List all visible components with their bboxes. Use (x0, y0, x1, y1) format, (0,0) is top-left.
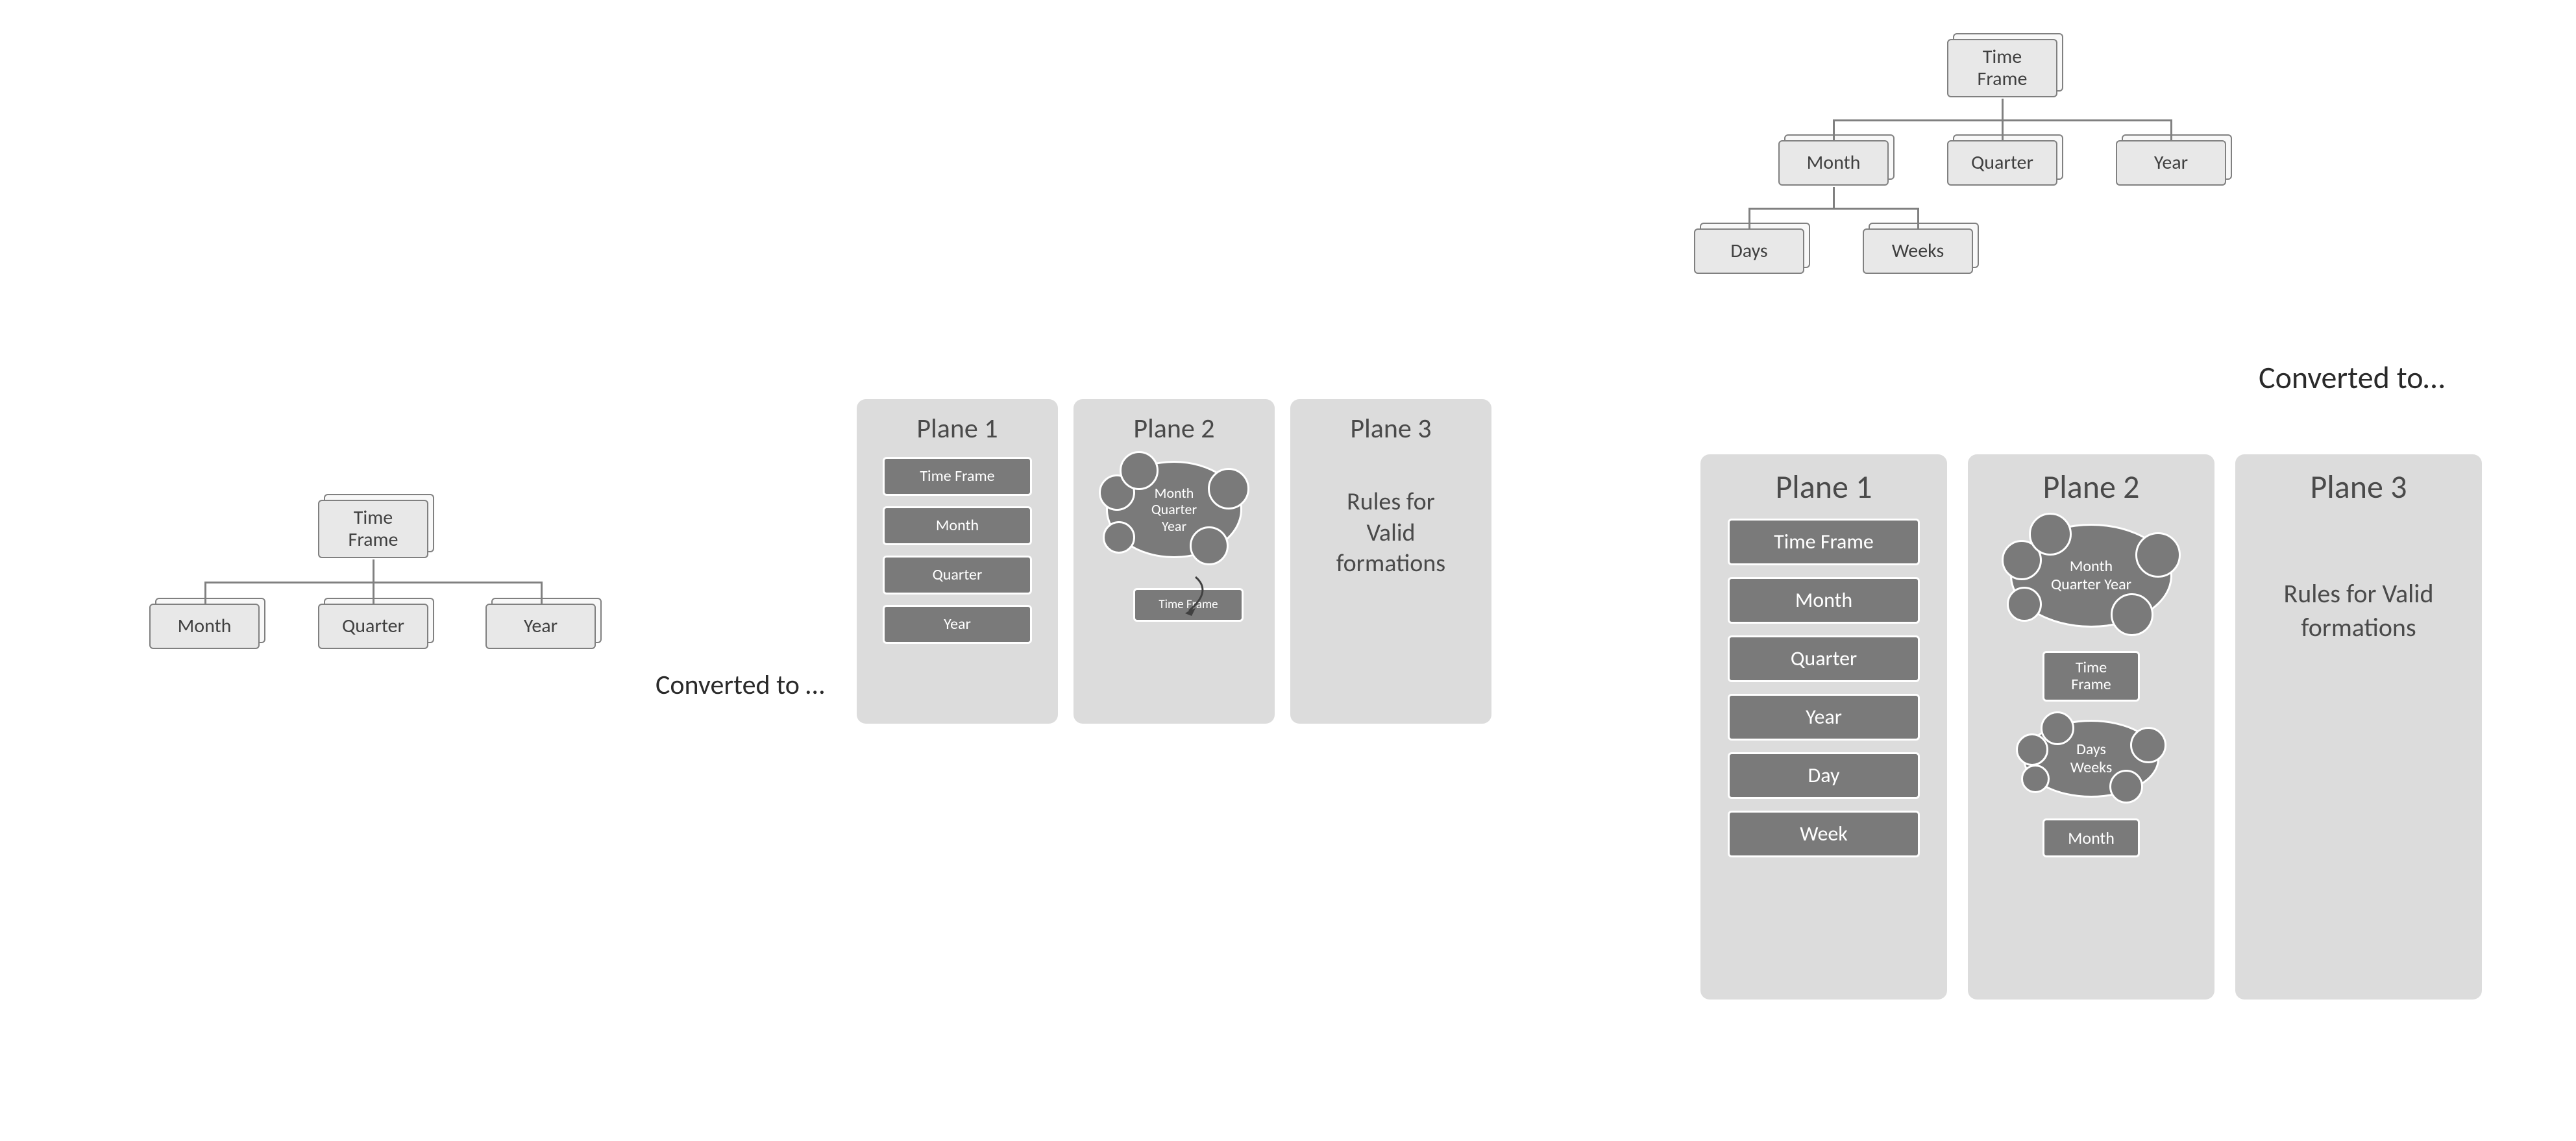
tree-child: Month (149, 604, 260, 649)
plane-item: Time Frame (1728, 519, 1920, 565)
plane-item: Week (1728, 811, 1920, 857)
plane-item: Month (2042, 818, 2140, 857)
plane-text: Rules for (1336, 487, 1445, 518)
tree-child-label: Month (178, 615, 232, 638)
plane-panel-3: Plane 3 Rules for Valid formations (1290, 399, 1491, 724)
plane-text: Valid (1336, 518, 1445, 549)
cloud-line: Quarter (1151, 501, 1197, 517)
plane-text: formations (2284, 611, 2434, 644)
tree-root-line2: Frame (349, 529, 399, 552)
right-planes-group: Plane 1 Time Frame Month Quarter Year Da… (1700, 454, 2482, 1000)
plane-title: Plane 2 (2042, 467, 2139, 507)
tree-root: Time Frame (318, 500, 428, 558)
plane-item: Year (1728, 694, 1920, 741)
tree-child-label: Year (2154, 152, 2188, 175)
left-tree: Time Frame Month Quarter Year (143, 500, 610, 733)
plane-item: Time Frame (883, 457, 1032, 496)
tree-child: Quarter (1947, 140, 2057, 186)
cloud-shape: Month Quarter Year (1106, 461, 1242, 558)
cloud-line: Month (1151, 485, 1197, 501)
tree-root-line2: Frame (1978, 68, 2028, 91)
tree-child-label: Year (524, 615, 558, 638)
plane-item: Month (1728, 577, 1920, 624)
plane-title: Plane 1 (1775, 467, 1872, 507)
plane-text: Rules for Valid (2284, 577, 2434, 611)
cloud-shape: Month Quarter Year (2010, 524, 2172, 628)
plane-item: Day (1728, 752, 1920, 799)
plane-panel-1: Plane 1 Time Frame Month Quarter Year Da… (1700, 454, 1947, 1000)
plane-title: Plane 3 (1350, 412, 1431, 445)
plane-item: Month (883, 506, 1032, 545)
cloud-line: Year (1151, 518, 1197, 534)
cloud-line: Month (2051, 558, 2131, 576)
tree-child: Year (485, 604, 596, 649)
tree-child-label: Weeks (1892, 240, 1944, 263)
cloud-line: Days (2070, 741, 2112, 759)
tree-child: Month (1778, 140, 1889, 186)
plane-panel-3: Plane 3 Rules for Valid formations (2235, 454, 2482, 1000)
tree-root-line1: Time (1983, 46, 2022, 69)
cloud-line: Weeks (2070, 759, 2112, 777)
plane-title: Plane 2 (1133, 412, 1214, 445)
plane-item: Quarter (883, 556, 1032, 595)
plane-item: Time Frame (2042, 651, 2140, 702)
plane-text: formations (1336, 548, 1445, 580)
plane-panel-2: Plane 2 Month Quarter Year Time Frame (1073, 399, 1275, 724)
left-planes-group: Plane 1 Time Frame Month Quarter Year Pl… (857, 399, 1491, 724)
tree-child-label: Month (1807, 152, 1861, 175)
plane-title: Plane 1 (916, 412, 998, 445)
cloud-line: Quarter Year (2051, 576, 2131, 594)
right-tree: Time Frame Month Quarter Year Days (1687, 39, 2272, 376)
tree-child-label: Quarter (342, 615, 404, 638)
tree-root-line1: Time (354, 507, 393, 530)
tree-child: Year (2116, 140, 2226, 186)
tree-child: Days (1694, 228, 1804, 274)
plane-item: Year (883, 605, 1032, 644)
tree-child: Quarter (318, 604, 428, 649)
plane-item: Quarter (1728, 635, 1920, 682)
converted-to-left-label: Converted to … (656, 669, 824, 702)
plane-panel-2: Plane 2 Month Quarter Year Time Frame (1968, 454, 2214, 1000)
plane-panel-1: Plane 1 Time Frame Month Quarter Year (857, 399, 1058, 724)
tree-root: Time Frame (1947, 39, 2057, 97)
tree-child-label: Days (1730, 240, 1767, 263)
tree-child-label: Quarter (1971, 152, 2033, 175)
plane-title: Plane 3 (2310, 467, 2407, 507)
arrow-icon (1164, 574, 1223, 626)
tree-child: Weeks (1863, 228, 1973, 274)
cloud-shape: Days Weeks (2023, 720, 2159, 798)
converted-to-right-label: Converted to… (2259, 358, 2445, 397)
